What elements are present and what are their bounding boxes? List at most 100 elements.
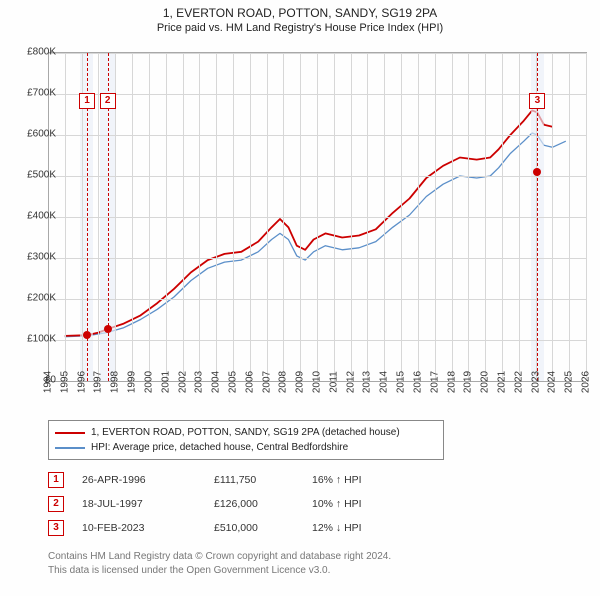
transaction-date: 10-FEB-2023 (82, 522, 214, 534)
x-axis-label: 1997 (93, 371, 104, 393)
page-title: 1, EVERTON ROAD, POTTON, SANDY, SG19 2PA (0, 6, 600, 20)
x-axis-label: 2020 (480, 371, 491, 393)
transaction-diff: 12% ↓ HPI (312, 522, 422, 534)
transaction-row: 3 10-FEB-2023 £510,000 12% ↓ HPI (48, 516, 422, 540)
gridline-v (250, 53, 251, 381)
y-axis-label: £400K (14, 211, 56, 222)
x-axis-label: 2009 (295, 371, 306, 393)
gridline-v (334, 53, 335, 381)
legend-swatch-hpi (55, 447, 85, 449)
x-axis-label: 2003 (194, 371, 205, 393)
transaction-diff: 16% ↑ HPI (312, 474, 422, 486)
legend-row-hpi: HPI: Average price, detached house, Cent… (55, 440, 437, 455)
marker-box: 1 (79, 93, 95, 109)
gridline-v (317, 53, 318, 381)
gridline-v (502, 53, 503, 381)
x-axis-label: 1998 (110, 371, 121, 393)
x-axis-label: 2002 (177, 371, 188, 393)
transactions-table: 1 26-APR-1996 £111,750 16% ↑ HPI 2 18-JU… (48, 468, 422, 540)
x-axis-label: 2010 (312, 371, 323, 393)
transaction-row: 1 26-APR-1996 £111,750 16% ↑ HPI (48, 468, 422, 492)
x-axis-label: 2013 (362, 371, 373, 393)
y-axis-label: £100K (14, 334, 56, 345)
gridline-v (384, 53, 385, 381)
x-axis-label: 2025 (564, 371, 575, 393)
gridline-v (132, 53, 133, 381)
x-axis-label: 2006 (244, 371, 255, 393)
gridline-v (586, 53, 587, 381)
transaction-price: £111,750 (214, 474, 312, 486)
x-axis-label: 2014 (379, 371, 390, 393)
transaction-row: 2 18-JUL-1997 £126,000 10% ↑ HPI (48, 492, 422, 516)
x-axis-label: 2008 (278, 371, 289, 393)
gridline-v (452, 53, 453, 381)
legend-label-hpi: HPI: Average price, detached house, Cent… (91, 440, 348, 455)
x-axis-label: 1999 (127, 371, 138, 393)
y-axis-label: £300K (14, 252, 56, 263)
x-axis-label: 2019 (463, 371, 474, 393)
x-axis-label: 2022 (513, 371, 524, 393)
footer-line1: Contains HM Land Registry data © Crown c… (48, 550, 391, 564)
y-axis-label: £800K (14, 47, 56, 58)
gridline-v (435, 53, 436, 381)
gridline-v (149, 53, 150, 381)
gridline-v (267, 53, 268, 381)
x-axis-label: 1996 (76, 371, 87, 393)
marker-box: 3 (529, 93, 545, 109)
legend: 1, EVERTON ROAD, POTTON, SANDY, SG19 2PA… (48, 420, 444, 460)
x-axis-label: 2021 (496, 371, 507, 393)
legend-label-property: 1, EVERTON ROAD, POTTON, SANDY, SG19 2PA… (91, 425, 400, 440)
x-axis-label: 2004 (211, 371, 222, 393)
gridline-v (418, 53, 419, 381)
x-axis-label: 2026 (581, 371, 592, 393)
x-axis-label: 2016 (412, 371, 423, 393)
x-axis-label: 2017 (429, 371, 440, 393)
data-point-icon (83, 331, 91, 339)
gridline-v (183, 53, 184, 381)
x-axis-label: 1994 (43, 371, 54, 393)
gridline-v (401, 53, 402, 381)
gridline-v (367, 53, 368, 381)
x-axis-label: 2007 (261, 371, 272, 393)
gridline-v (166, 53, 167, 381)
x-axis-label: 2005 (227, 371, 238, 393)
transaction-date: 18-JUL-1997 (82, 498, 214, 510)
transaction-marker-icon: 2 (48, 496, 64, 512)
series-line-hpi (65, 133, 566, 337)
y-axis-label: £700K (14, 88, 56, 99)
x-axis-label: 2018 (446, 371, 457, 393)
transaction-price: £510,000 (214, 522, 312, 534)
y-axis-label: £200K (14, 293, 56, 304)
chart-plot-area: 123 (48, 52, 587, 381)
legend-swatch-property (55, 432, 85, 434)
data-point-icon (533, 168, 541, 176)
x-axis-label: 2011 (328, 371, 339, 393)
transaction-date: 26-APR-1996 (82, 474, 214, 486)
page-subtitle: Price paid vs. HM Land Registry's House … (0, 22, 600, 34)
transaction-price: £126,000 (214, 498, 312, 510)
gridline-v (552, 53, 553, 381)
x-axis-label: 2000 (143, 371, 154, 393)
gridline-v (199, 53, 200, 381)
gridline-v (233, 53, 234, 381)
gridline-v (216, 53, 217, 381)
x-axis-label: 2012 (345, 371, 356, 393)
transaction-diff: 10% ↑ HPI (312, 498, 422, 510)
x-axis-label: 2001 (160, 371, 171, 393)
data-point-icon (104, 325, 112, 333)
gridline-v (283, 53, 284, 381)
gridline-v (569, 53, 570, 381)
y-axis-label: £500K (14, 170, 56, 181)
x-axis-label: 2024 (547, 371, 558, 393)
y-axis-label: £600K (14, 129, 56, 140)
gridline-v (485, 53, 486, 381)
gridline-v (65, 53, 66, 381)
footer: Contains HM Land Registry data © Crown c… (48, 550, 391, 578)
transaction-marker-icon: 3 (48, 520, 64, 536)
x-axis-label: 2015 (396, 371, 407, 393)
series-line-property (65, 110, 553, 336)
x-axis-label: 1995 (59, 371, 70, 393)
gridline-v (300, 53, 301, 381)
gridline-v (351, 53, 352, 381)
gridline-v (468, 53, 469, 381)
